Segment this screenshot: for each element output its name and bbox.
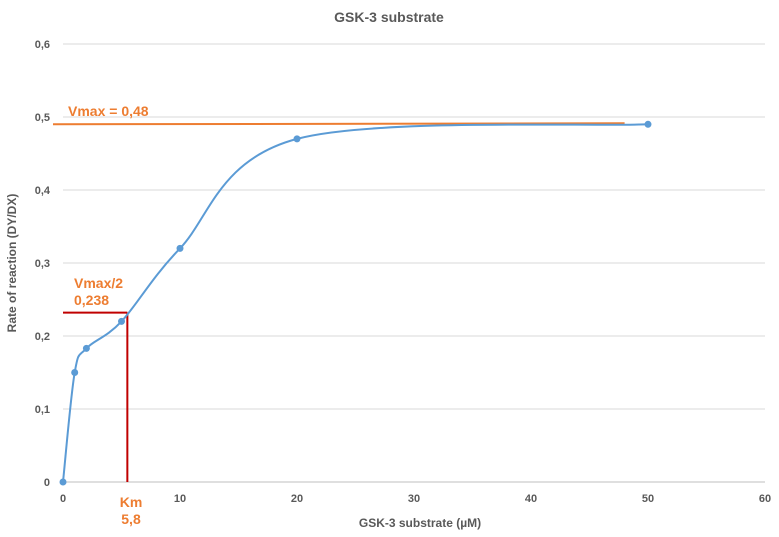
y-tick-label: 0,4 (35, 185, 51, 197)
data-point (82, 344, 90, 352)
series-layer (59, 120, 652, 486)
y-tick-label: 0,1 (35, 404, 50, 416)
vmax-line (52, 122, 625, 126)
annotation-text: Vmax = 0,48 Vmax/20,238 Km5,8 (68, 103, 149, 527)
annotation-lines (52, 122, 625, 482)
x-tick-label: 10 (174, 493, 186, 505)
y-tick-label: 0 (44, 477, 50, 489)
y-tick-label: 0,3 (35, 258, 50, 270)
data-point (59, 478, 67, 486)
y-tick-label: 0,6 (35, 39, 50, 51)
chart-title: GSK-3 substrate (334, 9, 444, 25)
y-axis-label: Rate of reaction (DY/DX) (5, 194, 19, 333)
data-point (644, 120, 652, 128)
series-line (62, 123, 649, 483)
tick-layer: 0 0,1 0,2 0,3 0,4 0,5 0,6 0 10 20 30 40 50 60 (35, 39, 771, 505)
x-tick-label: 0 (60, 493, 66, 505)
km-label-line2: 5,8 (121, 511, 141, 527)
x-tick-label: 50 (642, 493, 654, 505)
x-axis-label: GSK-3 substrate (µM) (359, 516, 481, 530)
x-tick-label: 30 (408, 493, 420, 505)
x-tick-label: 40 (525, 493, 537, 505)
data-point (293, 135, 301, 143)
x-tick-label: 60 (759, 493, 771, 505)
vmax-label: Vmax = 0,48 (68, 103, 149, 119)
y-tick-label: 0,5 (35, 112, 50, 124)
half-vmax-label-line1: Vmax/2 (74, 275, 123, 291)
data-point (118, 317, 125, 325)
grid-layer (63, 43, 765, 483)
y-tick-label: 0,2 (35, 331, 50, 343)
data-point (176, 244, 184, 252)
data-point (71, 369, 79, 376)
km-label-line1: Km (120, 494, 143, 510)
half-vmax-label-line2: 0,238 (74, 292, 109, 308)
x-tick-label: 20 (291, 493, 303, 505)
